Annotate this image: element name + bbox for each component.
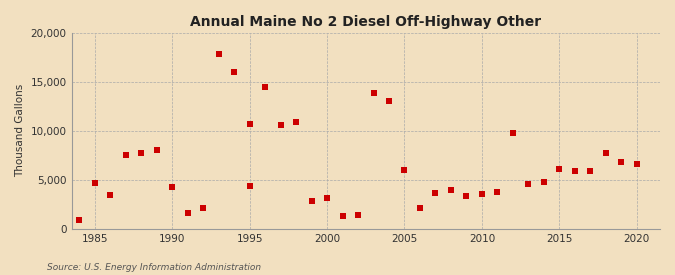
Point — [167, 184, 178, 189]
Point — [322, 196, 333, 200]
Point — [213, 52, 224, 57]
Text: Source: U.S. Energy Information Administration: Source: U.S. Energy Information Administ… — [47, 263, 261, 272]
Point — [477, 192, 487, 197]
Point — [260, 84, 271, 89]
Point — [337, 214, 348, 218]
Point — [461, 194, 472, 199]
Point — [151, 148, 162, 153]
Point — [105, 193, 115, 197]
Point — [446, 187, 456, 192]
Point — [600, 151, 611, 155]
Point — [383, 99, 394, 104]
Point — [368, 90, 379, 95]
Point — [89, 180, 100, 185]
Point — [539, 180, 549, 184]
Point — [229, 70, 240, 74]
Point — [523, 182, 534, 186]
Point — [554, 167, 565, 171]
Point — [136, 151, 146, 155]
Point — [291, 120, 302, 124]
Point — [275, 123, 286, 127]
Point — [306, 199, 317, 204]
Point — [244, 122, 255, 126]
Point — [352, 213, 363, 217]
Point — [616, 160, 626, 164]
Point — [244, 183, 255, 188]
Point — [631, 162, 642, 166]
Point — [492, 190, 503, 195]
Point — [74, 218, 84, 222]
Point — [399, 168, 410, 172]
Title: Annual Maine No 2 Diesel Off-Highway Other: Annual Maine No 2 Diesel Off-Highway Oth… — [190, 15, 541, 29]
Point — [182, 211, 193, 215]
Point — [414, 206, 425, 210]
Point — [508, 131, 518, 135]
Y-axis label: Thousand Gallons: Thousand Gallons — [15, 84, 25, 177]
Point — [198, 206, 209, 210]
Point — [120, 153, 131, 158]
Point — [585, 169, 596, 173]
Point — [570, 169, 580, 173]
Point — [430, 191, 441, 196]
